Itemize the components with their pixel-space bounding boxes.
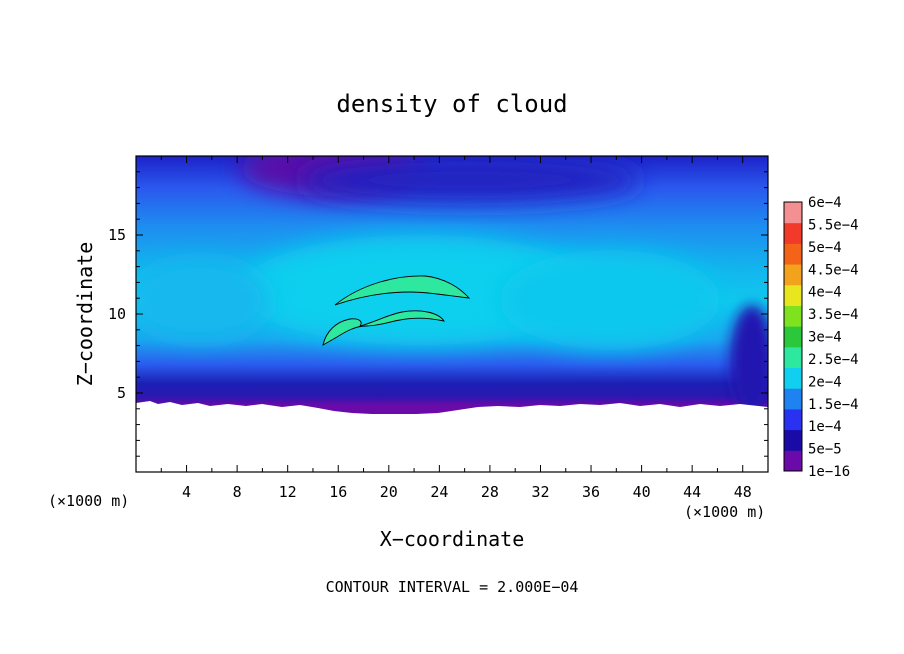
x-tick-label: 32: [531, 483, 549, 501]
x-tick-label: 48: [734, 483, 752, 501]
colorbar-label: 1.5e−4: [808, 397, 859, 413]
z-unit-label: (×1000 m): [684, 503, 765, 521]
colorbar-label: 2e−4: [808, 374, 842, 390]
colorbar-label: 5e−4: [808, 240, 842, 256]
colorbar-swatch: [784, 408, 802, 431]
colorbar-swatch: [784, 429, 802, 451]
colorbar-swatch: [784, 326, 802, 348]
x-tick-label: 24: [430, 483, 448, 501]
colorbar-label: 1e−16: [808, 464, 850, 480]
x-tick-label: 20: [380, 483, 398, 501]
colorbar-swatch: [784, 388, 802, 410]
right-dark-column: [730, 305, 768, 415]
x-tick-label: 12: [279, 483, 297, 501]
x-unit-label: (×1000 m): [48, 492, 129, 510]
colorbar-label: 1e−4: [808, 419, 842, 435]
cyan-plume-left: [136, 260, 270, 340]
colorbar-label: 5.5e−4: [808, 217, 859, 233]
x-axis: 4 8 12 16 20 24 28 32 36 40 44 48: [160, 156, 769, 501]
peak-region-upper: [334, 275, 471, 306]
contour-interval-label: CONTOUR INTERVAL = 2.000E−04: [326, 578, 579, 596]
x-tick-label: 36: [582, 483, 600, 501]
colorbar-frame: [783, 201, 803, 472]
x-tick-label: 16: [329, 483, 347, 501]
colorbar-label: 5e−5: [808, 442, 842, 458]
colorbar-swatch: [784, 243, 802, 265]
x-axis-label: X−coordinate: [380, 527, 525, 551]
colorbar-swatch: [784, 264, 802, 286]
peak-region-lower: [322, 310, 445, 346]
colorbar-label: 2.5e−4: [808, 352, 859, 368]
y-axis-label: Z−coordinate: [73, 242, 97, 387]
x-tick-label: 44: [683, 483, 701, 501]
colorbar-swatch: [784, 222, 802, 244]
upper-band-dark: [300, 158, 640, 202]
x-tick-label: 40: [633, 483, 651, 501]
density-field: [136, 156, 768, 472]
cloud-free-region: [136, 401, 768, 472]
colorbar-label: 3.5e−4: [808, 307, 859, 323]
colorbar-label: 6e−4: [808, 195, 842, 211]
colorbar-label: 4.5e−4: [808, 262, 859, 278]
colorbar-swatch: [784, 346, 802, 369]
y-axis: 5 10 15: [108, 171, 768, 457]
colorbar-label: 4e−4: [808, 285, 842, 301]
y-tick-label: 5: [117, 384, 126, 402]
colorbar-swatch: [784, 284, 802, 306]
x-tick-label: 8: [233, 483, 242, 501]
colorbar-swatch: [784, 367, 802, 389]
x-tick-label: 4: [182, 483, 191, 501]
colorbar-label: 3e−4: [808, 330, 842, 346]
colorbar: 1e−16 5e−5 1e−4 1.5e−4 2e−4 2.5e−4 3e−4 3.5e−4 4…: [783, 195, 859, 480]
colorbar-swatch: [784, 202, 802, 224]
cyan-plume-right: [500, 250, 720, 350]
colorbar-swatch: [784, 305, 802, 327]
chart-title: density of cloud: [336, 90, 567, 118]
x-tick-label: 28: [481, 483, 499, 501]
y-tick-label: 15: [108, 226, 126, 244]
y-tick-label: 10: [108, 305, 126, 323]
colorbar-swatch: [784, 450, 802, 472]
